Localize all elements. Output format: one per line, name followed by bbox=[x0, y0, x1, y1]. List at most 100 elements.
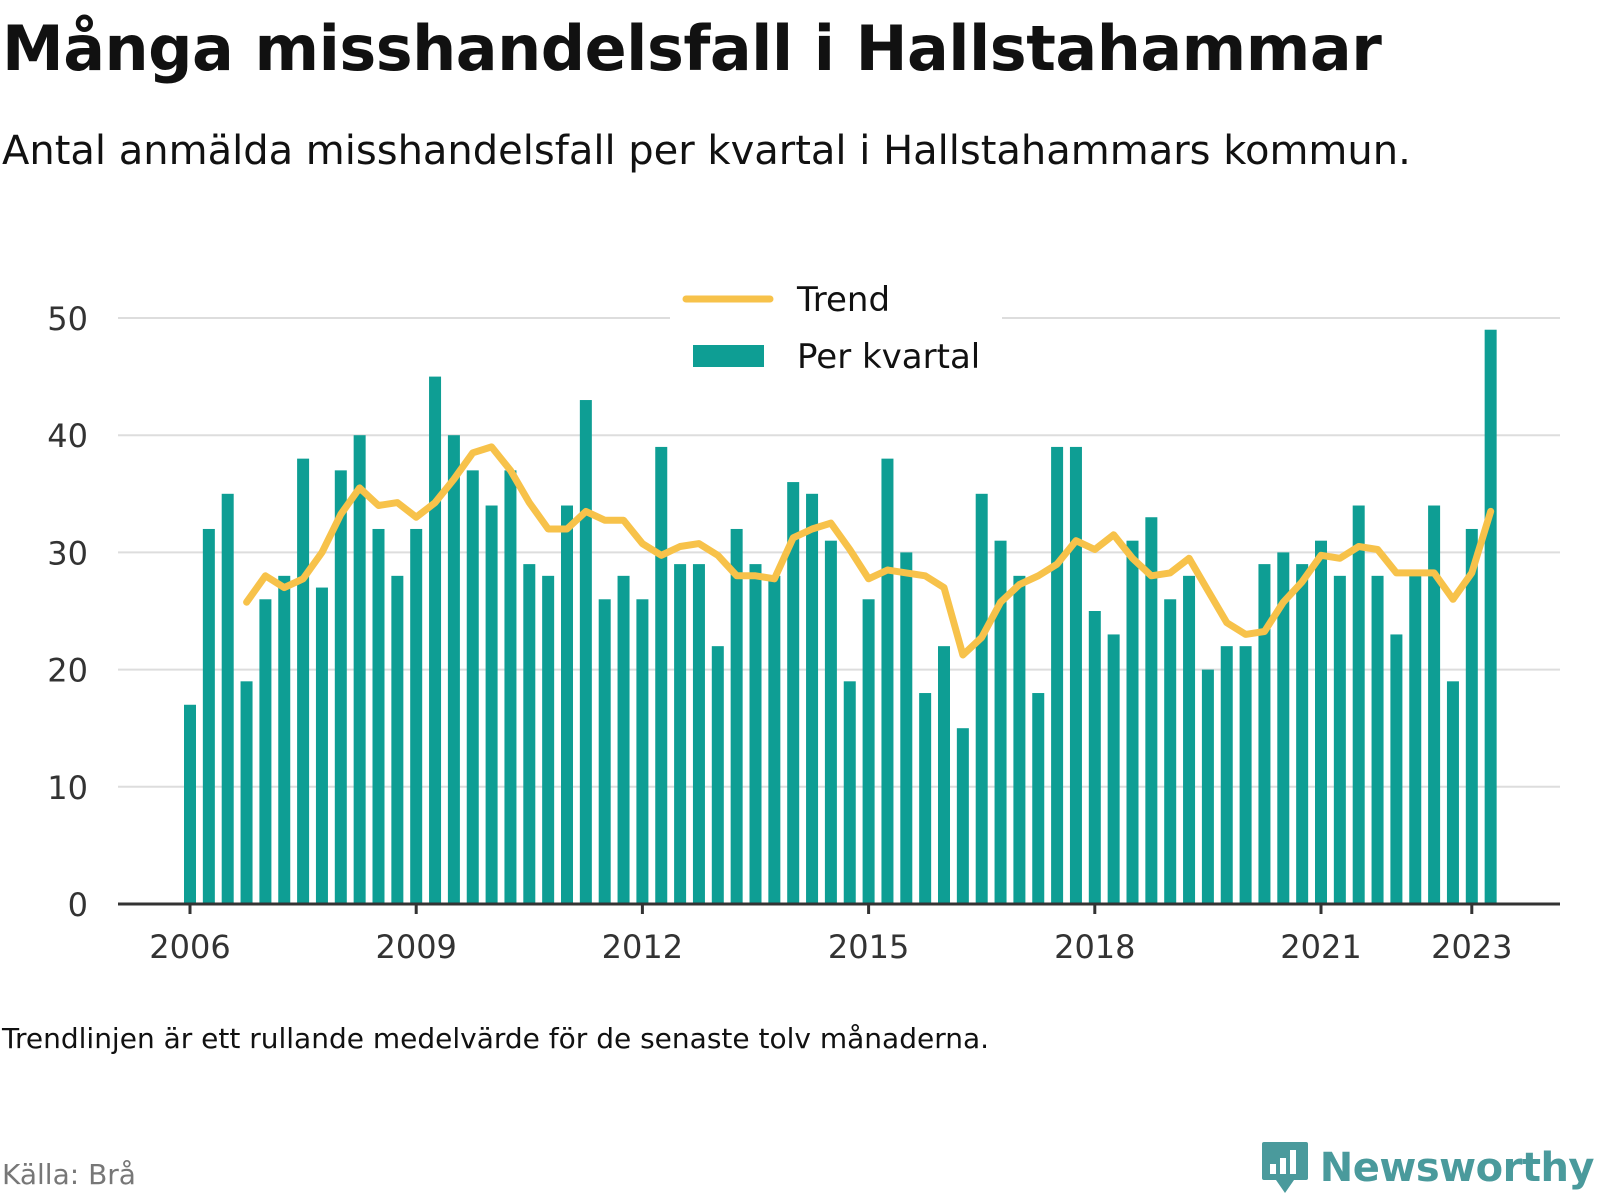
bar bbox=[1465, 528, 1478, 904]
y-tick-label: 0 bbox=[68, 886, 88, 924]
bar bbox=[1428, 505, 1441, 904]
bar bbox=[504, 470, 517, 904]
bar bbox=[1220, 646, 1233, 904]
source-label: Källa: Brå bbox=[2, 1158, 136, 1191]
bar bbox=[240, 681, 253, 904]
newsworthy-logo-icon bbox=[1261, 1142, 1308, 1193]
bar bbox=[1126, 540, 1139, 904]
x-tick-label: 2021 bbox=[1280, 928, 1361, 966]
bar bbox=[184, 704, 196, 904]
bar bbox=[806, 493, 819, 904]
bar bbox=[1164, 599, 1177, 904]
bar bbox=[485, 505, 498, 904]
bar bbox=[749, 564, 762, 904]
footnote: Trendlinjen är ett rullande medelvärde f… bbox=[2, 1022, 990, 1055]
bar bbox=[1352, 505, 1365, 904]
legend-trend-label: Trend bbox=[796, 280, 890, 320]
bar bbox=[655, 446, 668, 904]
bar bbox=[523, 564, 536, 904]
bar bbox=[1239, 646, 1252, 904]
bar bbox=[1088, 611, 1101, 904]
bar bbox=[636, 599, 649, 904]
bar bbox=[787, 482, 800, 904]
bar bbox=[1277, 552, 1290, 904]
bar bbox=[561, 505, 573, 904]
bar bbox=[221, 493, 234, 904]
bar bbox=[919, 693, 932, 904]
bar bbox=[975, 493, 988, 904]
bar bbox=[1390, 634, 1403, 904]
legend-bar-label: Per kvartal bbox=[797, 337, 980, 377]
bar bbox=[617, 575, 630, 904]
chart: 0 10 20 30 40 50 2006 2009 2012 2015 2018 2021 2023… bbox=[47, 276, 1560, 966]
bar bbox=[1409, 575, 1422, 904]
bar bbox=[297, 458, 310, 904]
bar bbox=[994, 540, 1007, 904]
bar bbox=[938, 646, 950, 904]
bar bbox=[1051, 446, 1064, 904]
bar bbox=[674, 564, 687, 904]
bar bbox=[1296, 564, 1309, 904]
x-tick-label: 2009 bbox=[375, 928, 456, 966]
bar bbox=[1371, 575, 1384, 904]
bar bbox=[1069, 446, 1082, 904]
bar bbox=[1183, 575, 1196, 904]
bar bbox=[202, 528, 215, 904]
bar bbox=[315, 587, 328, 904]
bar bbox=[692, 564, 705, 904]
bar bbox=[259, 599, 272, 904]
bar bbox=[1258, 564, 1271, 904]
brand-name: Newsworthy bbox=[1319, 1145, 1595, 1191]
y-tick-label: 10 bbox=[47, 769, 88, 807]
y-tick-label: 40 bbox=[47, 417, 88, 455]
bar bbox=[372, 528, 385, 904]
bar bbox=[334, 470, 347, 904]
bar bbox=[843, 681, 856, 904]
legend: Trend Per kvartal bbox=[670, 276, 1002, 380]
bar bbox=[1032, 693, 1045, 904]
bar bbox=[1013, 575, 1026, 904]
trend-line bbox=[243, 443, 1495, 659]
x-tick-label: 2012 bbox=[602, 928, 683, 966]
x-tick-label: 2015 bbox=[828, 928, 909, 966]
bar-series bbox=[184, 329, 1497, 905]
bar bbox=[881, 458, 894, 904]
bar bbox=[579, 400, 592, 904]
bar bbox=[1107, 634, 1120, 904]
bar bbox=[542, 575, 555, 904]
bar bbox=[598, 599, 611, 904]
page-subtitle: Antal anmälda misshandelsfall per kvarta… bbox=[2, 128, 1411, 174]
bar bbox=[1333, 575, 1346, 904]
bar bbox=[824, 540, 837, 904]
bar bbox=[730, 528, 743, 904]
bar bbox=[1484, 329, 1497, 905]
bar bbox=[1145, 517, 1158, 904]
page-title: Många misshandelsfall i Hallstahammar bbox=[2, 12, 1382, 85]
bar bbox=[391, 575, 404, 904]
y-tick-label: 50 bbox=[47, 300, 88, 338]
x-tick-label: 2018 bbox=[1054, 928, 1135, 966]
x-tick-label: 2023 bbox=[1431, 928, 1512, 966]
bar bbox=[429, 376, 442, 905]
bar bbox=[447, 435, 460, 904]
y-tick-label: 30 bbox=[47, 534, 88, 572]
bar bbox=[410, 528, 423, 904]
bar bbox=[768, 575, 781, 904]
bar bbox=[862, 599, 875, 904]
bar bbox=[711, 646, 724, 904]
brand-logo: Newsworthy bbox=[1260, 1140, 1595, 1196]
bar bbox=[1201, 669, 1214, 904]
bar bbox=[956, 728, 969, 904]
x-tick-label: 2006 bbox=[149, 928, 230, 966]
bar bbox=[1446, 681, 1459, 904]
bar bbox=[466, 470, 479, 904]
x-axis: 2006 2009 2012 2015 2018 2021 2023 bbox=[118, 902, 1560, 966]
bar bbox=[278, 575, 291, 904]
y-axis-ticks: 0 10 20 30 40 50 bbox=[47, 300, 88, 924]
trend-series bbox=[243, 443, 1495, 659]
legend-bar-swatch bbox=[693, 345, 764, 367]
bar bbox=[353, 435, 366, 904]
bar bbox=[900, 552, 913, 904]
y-tick-label: 20 bbox=[47, 652, 88, 690]
bar bbox=[1315, 540, 1327, 904]
